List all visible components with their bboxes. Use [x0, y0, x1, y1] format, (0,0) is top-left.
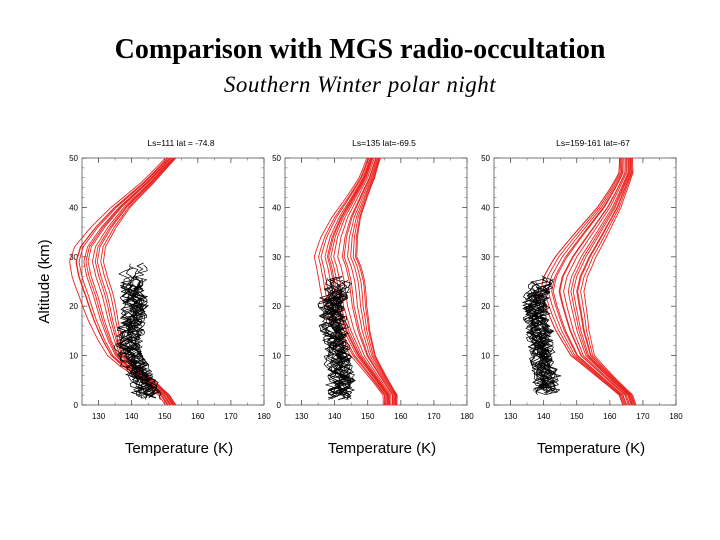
observed-profile-line [527, 291, 550, 393]
x-tick-label: 140 [125, 412, 139, 421]
observed-profile-line [324, 276, 346, 399]
plot-frame [493, 157, 677, 406]
y-tick-label: 20 [481, 302, 490, 311]
x-tick-label: 170 [636, 412, 650, 421]
x-axis-label: Temperature (K) [125, 440, 233, 457]
y-tick-label: 30 [69, 253, 78, 262]
model-profile-line [330, 157, 390, 405]
panel-title: Ls=111 lat = -74.8 [147, 138, 215, 148]
observed-profile-line [329, 284, 352, 395]
y-axis-label: Altitude (km) [36, 239, 53, 323]
model-profile-line [551, 158, 627, 406]
x-tick-label: 180 [669, 412, 683, 421]
observed-profile-line [531, 275, 555, 395]
x-axis-label: Temperature (K) [328, 440, 436, 457]
y-tick-label: 30 [481, 253, 490, 262]
y-tick-label: 40 [69, 203, 78, 212]
panel-title: Ls=159-161 lat=-67 [556, 138, 630, 148]
observed-profile-line [330, 289, 355, 400]
y-tick-label: 20 [69, 302, 78, 311]
observed-profile-line [317, 276, 341, 394]
model-profile-line [570, 158, 633, 406]
model-profile-line [347, 157, 395, 405]
observed-profile-line [522, 281, 546, 395]
x-tick-label: 150 [158, 412, 172, 421]
y-tick-label: 50 [272, 154, 281, 163]
observed-profile-line [539, 277, 562, 389]
observed-profile-line [330, 289, 353, 400]
model-profile-line [352, 157, 397, 405]
observed-profile-line [113, 267, 145, 399]
x-tick-label: 150 [570, 412, 584, 421]
model-profile-line [83, 157, 171, 406]
model-profile-line [69, 157, 166, 406]
model-profile-line [567, 158, 632, 406]
slide-title: Comparison with MGS radio-occultation [114, 34, 606, 65]
x-axis-label: Temperature (K) [537, 440, 645, 457]
x-tick-label: 130 [504, 412, 518, 421]
model-profile-line [552, 157, 628, 406]
x-tick-label: 170 [427, 412, 441, 421]
observed-profile-line [129, 264, 160, 399]
model-profile-line [100, 157, 176, 406]
model-profile-line [75, 157, 168, 406]
model-profile-line [350, 157, 396, 405]
observed-profile-line [118, 267, 151, 395]
y-tick-label: 10 [481, 352, 490, 361]
model-profile-line [583, 157, 637, 406]
x-tick-label: 160 [191, 412, 205, 421]
x-tick-label: 130 [92, 412, 106, 421]
y-tick-label: 30 [272, 253, 281, 262]
x-tick-label: 150 [361, 412, 375, 421]
x-tick-label: 140 [328, 412, 342, 421]
x-tick-label: 180 [460, 412, 474, 421]
x-tick-label: 160 [394, 412, 408, 421]
model-profile-line [540, 158, 624, 406]
y-tick-label: 0 [486, 401, 491, 410]
y-tick-label: 50 [69, 154, 78, 163]
x-tick-label: 170 [224, 412, 238, 421]
observed-profile-line [327, 284, 350, 401]
model-profile-line [580, 158, 636, 406]
model-profile-line [559, 158, 630, 406]
model-profile-line [313, 157, 384, 406]
model-profile-line [356, 157, 398, 406]
panel-title: Ls=135 lat=-69.5 [352, 138, 416, 148]
y-tick-label: 40 [272, 203, 281, 212]
slide-subtitle: Southern Winter polar night [223, 72, 497, 97]
x-tick-label: 140 [537, 412, 551, 421]
model-profile-line [318, 157, 386, 405]
observed-profile-line [123, 280, 155, 394]
model-profile-line [544, 158, 625, 406]
model-profile-line [577, 158, 635, 406]
x-tick-label: 180 [257, 412, 271, 421]
x-tick-label: 130 [295, 412, 309, 421]
model-profile-line [75, 157, 168, 406]
model-profile-line [87, 157, 172, 406]
model-profile-line [355, 157, 398, 406]
model-profile-line [328, 157, 389, 405]
model-profile-line [563, 158, 631, 406]
model-profile-line [343, 157, 394, 405]
y-tick-label: 40 [481, 203, 490, 212]
model-profile-line [341, 157, 393, 405]
y-tick-label: 0 [74, 401, 79, 410]
y-tick-label: 0 [277, 401, 282, 410]
model-profile-line [85, 157, 171, 406]
y-tick-label: 10 [272, 352, 281, 361]
model-profile-line [91, 157, 173, 406]
y-tick-label: 10 [69, 352, 78, 361]
y-tick-label: 20 [272, 302, 281, 311]
x-tick-label: 160 [603, 412, 617, 421]
observed-profile-line [325, 278, 345, 395]
y-tick-label: 50 [481, 154, 490, 163]
model-profile-line [572, 157, 634, 406]
